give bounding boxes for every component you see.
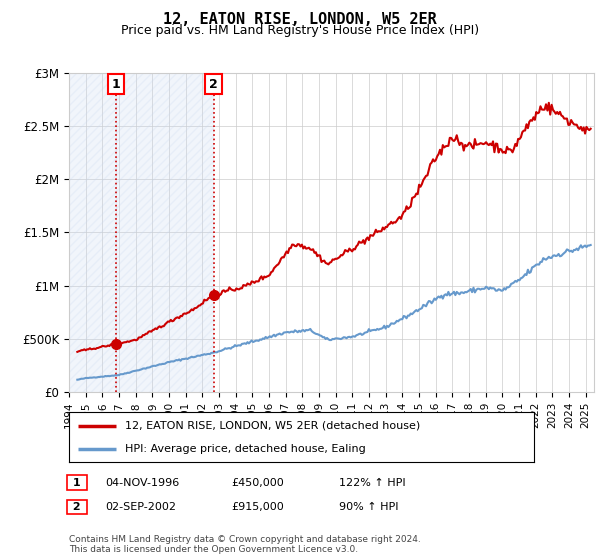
Text: 1: 1 [112,78,121,91]
Bar [69,73,116,392]
Text: 122% ↑ HPI: 122% ↑ HPI [339,478,406,488]
Text: 12, EATON RISE, LONDON, W5 2ER (detached house): 12, EATON RISE, LONDON, W5 2ER (detached… [125,421,420,431]
Text: 04-NOV-1996: 04-NOV-1996 [105,478,179,488]
Text: £915,000: £915,000 [231,502,284,512]
Text: £450,000: £450,000 [231,478,284,488]
Bar [116,73,214,392]
Text: 02-SEP-2002: 02-SEP-2002 [105,502,176,512]
Text: HPI: Average price, detached house, Ealing: HPI: Average price, detached house, Eali… [125,445,365,454]
Text: Contains HM Land Registry data © Crown copyright and database right 2024.
This d: Contains HM Land Registry data © Crown c… [69,535,421,554]
Text: 90% ↑ HPI: 90% ↑ HPI [339,502,398,512]
Text: 2: 2 [69,502,85,512]
Text: Price paid vs. HM Land Registry's House Price Index (HPI): Price paid vs. HM Land Registry's House … [121,24,479,37]
Text: 1: 1 [69,478,85,488]
Text: 12, EATON RISE, LONDON, W5 2ER: 12, EATON RISE, LONDON, W5 2ER [163,12,437,27]
Text: 2: 2 [209,78,218,91]
